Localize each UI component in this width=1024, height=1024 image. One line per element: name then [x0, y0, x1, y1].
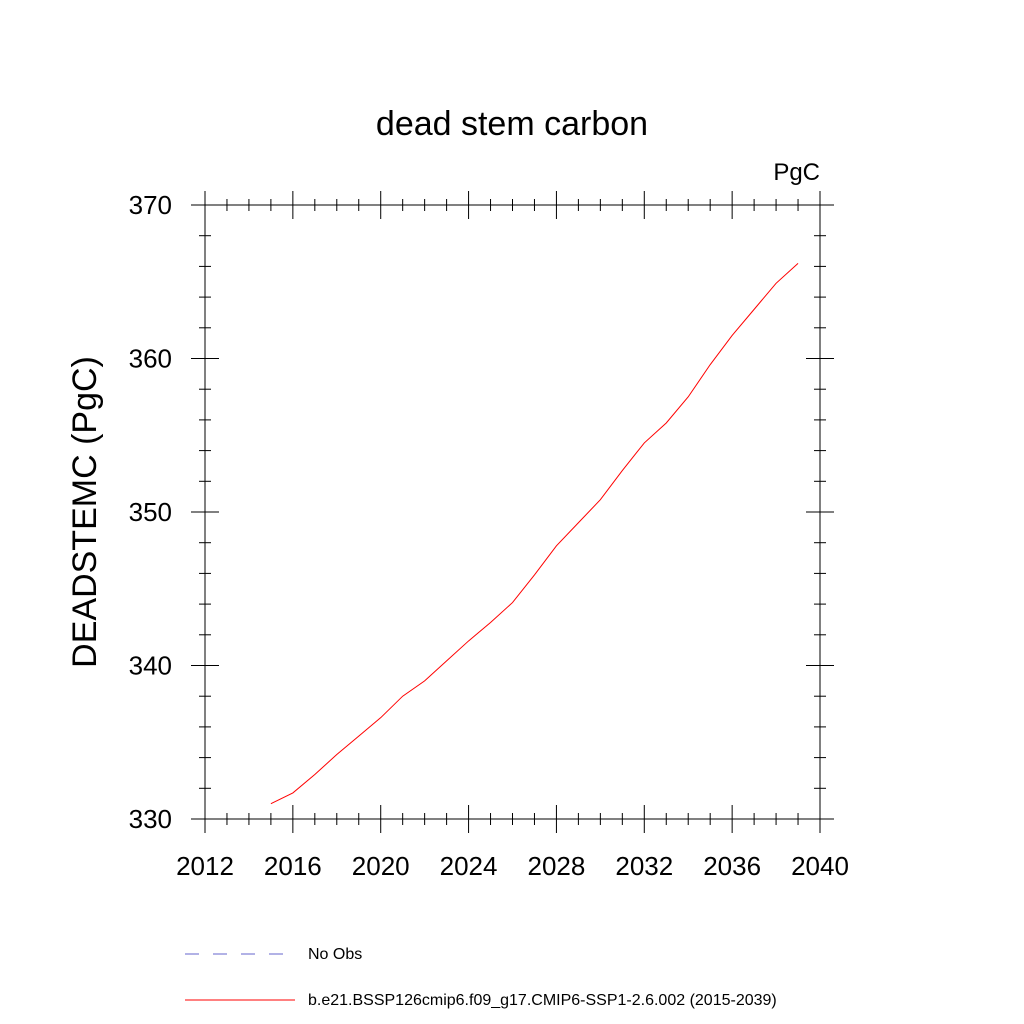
y-tick-label: 350 [129, 497, 172, 527]
x-tick-label: 2036 [703, 851, 761, 881]
x-tick-label: 2024 [440, 851, 498, 881]
legend-label-ssp126: b.e21.BSSP126cmip6.f09_g17.CMIP6-SSP1-2.… [308, 992, 777, 1009]
x-tick-label: 2032 [615, 851, 673, 881]
legend-label-no-obs: No Obs [308, 946, 362, 963]
y-tick-label: 360 [129, 344, 172, 374]
y-tick-labels: 330 340 350 360 370 [129, 190, 172, 834]
x-tick-label: 2016 [264, 851, 322, 881]
x-tick-labels: 2012 2016 2020 2024 2028 2032 2036 2040 [176, 851, 849, 881]
y-tick-label: 330 [129, 804, 172, 834]
series-lines [270, 262, 799, 805]
plot-frame [204, 204, 821, 820]
y-axis-label: DEADSTEMC (PgC) [66, 356, 104, 668]
y-tick-label: 340 [129, 651, 172, 681]
x-tick-label: 2020 [352, 851, 410, 881]
chart-title: dead stem carbon [376, 105, 648, 143]
x-tick-label: 2012 [176, 851, 234, 881]
y-tick-label: 370 [129, 190, 172, 220]
x-tick-label: 2040 [791, 851, 849, 881]
x-tick-label: 2028 [528, 851, 586, 881]
series-line-0 [270, 262, 799, 805]
units-label: PgC [773, 159, 820, 186]
axis-ticks [191, 191, 834, 833]
